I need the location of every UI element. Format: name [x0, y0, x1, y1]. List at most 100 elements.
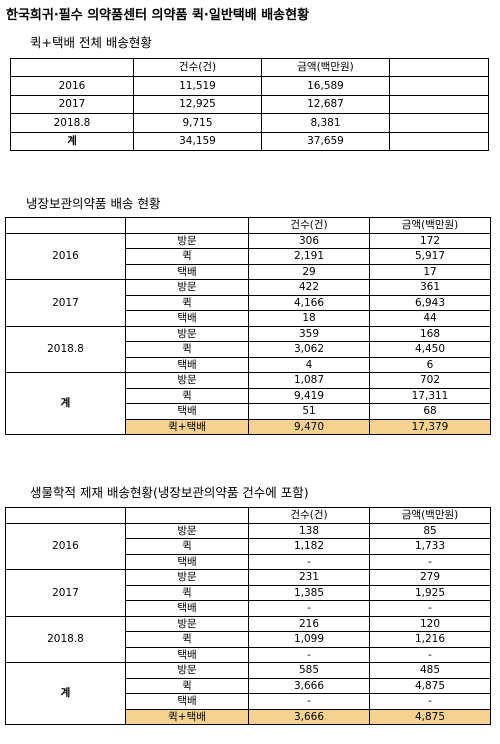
delivery-type: 택배	[125, 553, 249, 570]
delivery-type: 퀵	[125, 294, 249, 311]
row-count: 3,666	[248, 708, 370, 725]
row-amount: -	[369, 600, 491, 617]
group-label: 2018.8	[5, 325, 126, 373]
section1-heading: 퀵+택배 전체 배송현황	[30, 35, 152, 50]
row-count: 11,519	[133, 76, 262, 96]
row-amount: 17,311	[369, 387, 491, 404]
table-row: 퀵 3,666 4,875	[6, 677, 491, 694]
table-row: 계 34,159 37,659	[10, 131, 489, 151]
delivery-type: 퀵+택배	[125, 708, 249, 725]
header-type	[125, 507, 249, 524]
section3-heading: 생물학적 제재 배송현황(냉장보관의약품 건수에 포함)	[30, 485, 309, 500]
delivery-type: 택배	[125, 693, 249, 710]
table-row: 2018.8 9,715 8,381	[10, 113, 489, 133]
table-row: 택배 51 68	[6, 403, 491, 420]
row-amount: 17,379	[369, 418, 491, 435]
row-amount: 485	[369, 662, 491, 679]
table-header-row: 건수(건) 금액(백만원)	[10, 58, 489, 77]
row-count: 4,166	[248, 294, 370, 311]
table-row: 2016 방문 138 85	[5, 522, 491, 570]
row-count: 3,062	[248, 341, 370, 358]
group-label: 계	[5, 662, 126, 725]
group-label: 2018.8	[5, 615, 126, 663]
delivery-type: 방문	[125, 662, 249, 679]
delivery-type: 택배	[125, 310, 249, 327]
row-amount: 1,733	[369, 538, 491, 555]
row-count: 4	[248, 356, 370, 373]
group-label: 계	[5, 372, 126, 435]
row-extra	[389, 94, 489, 114]
header-empty	[5, 217, 126, 234]
table-row: 택배 4 6	[6, 356, 491, 373]
row-amount: 5,917	[369, 248, 491, 265]
group-label: 2016	[5, 522, 126, 570]
row-amount: 6,943	[369, 294, 491, 311]
row-count: 231	[248, 569, 370, 586]
delivery-type: 퀵	[125, 584, 249, 601]
row-amount: 1,216	[369, 631, 491, 648]
row-amount: 168	[369, 325, 491, 342]
table-row: 퀵+택배 9,470 17,379	[6, 418, 491, 435]
table-row: 2017 방문 231 279	[5, 569, 491, 617]
row-count: 18	[248, 310, 370, 327]
row-amount: 12,687	[261, 94, 390, 114]
row-amount: -	[369, 693, 491, 710]
delivery-type: 방문	[125, 615, 249, 632]
row-amount: 702	[369, 372, 491, 389]
header-count: 건수(건)	[248, 507, 370, 524]
row-amount: 68	[369, 403, 491, 420]
row-count: 585	[248, 662, 370, 679]
table-header-row: 건수(건) 금액(백만원)	[5, 507, 491, 524]
total-delivery-table: 건수(건) 금액(백만원) 2016 11,519 16,589 2017 12,925…	[10, 58, 489, 151]
header-count: 건수(건)	[133, 58, 262, 77]
row-count: 2,191	[248, 248, 370, 265]
row-amount: -	[369, 646, 491, 663]
row-count: 51	[248, 403, 370, 420]
row-count: 216	[248, 615, 370, 632]
header-amount: 금액(백만원)	[369, 507, 491, 524]
row-amount: 361	[369, 279, 491, 296]
row-amount: 4,875	[369, 708, 491, 725]
delivery-type: 퀵	[125, 677, 249, 694]
header-empty	[10, 58, 134, 77]
row-amount: 172	[369, 232, 491, 249]
row-count: -	[248, 693, 370, 710]
group-label: 2017	[5, 569, 126, 617]
header-amount: 금액(백만원)	[369, 217, 491, 234]
delivery-type: 퀵+택배	[125, 418, 249, 435]
group-label: 2016	[5, 232, 126, 280]
delivery-type: 퀵	[125, 538, 249, 555]
biologics-table: 건수(건) 금액(백만원) 2016 방문 138 85 퀵 1,182 1,733 택배 - -20…	[5, 507, 491, 725]
table-row: 퀵 1,182 1,733	[6, 538, 491, 555]
row-count: 9,470	[248, 418, 370, 435]
row-label: 2016	[10, 76, 134, 96]
row-count: 1,087	[248, 372, 370, 389]
delivery-type: 퀵	[125, 341, 249, 358]
table-row: 2018.8 방문 359 168	[5, 325, 491, 373]
row-count: 3,666	[248, 677, 370, 694]
delivery-type: 방문	[125, 279, 249, 296]
group-label: 2017	[5, 279, 126, 327]
row-count: 359	[248, 325, 370, 342]
row-count: -	[248, 646, 370, 663]
table-row: 계 방문 1,087 702	[5, 372, 491, 435]
delivery-type: 방문	[125, 372, 249, 389]
row-amount: 279	[369, 569, 491, 586]
row-count: -	[248, 553, 370, 570]
delivery-type: 퀵	[125, 631, 249, 648]
table-row: 택배 - -	[6, 553, 491, 570]
delivery-type: 방문	[125, 522, 249, 539]
row-extra	[389, 131, 489, 151]
table-row: 2016 11,519 16,589	[10, 76, 489, 96]
row-amount: -	[369, 553, 491, 570]
row-amount: 16,589	[261, 76, 390, 96]
row-extra	[389, 76, 489, 96]
row-label: 2018.8	[10, 113, 134, 133]
row-count: 1,182	[248, 538, 370, 555]
delivery-type: 방문	[125, 325, 249, 342]
table-row: 퀵 2,191 5,917	[6, 248, 491, 265]
row-count: -	[248, 600, 370, 617]
row-amount: 17	[369, 263, 491, 280]
row-amount: 120	[369, 615, 491, 632]
row-amount: 37,659	[261, 131, 390, 151]
